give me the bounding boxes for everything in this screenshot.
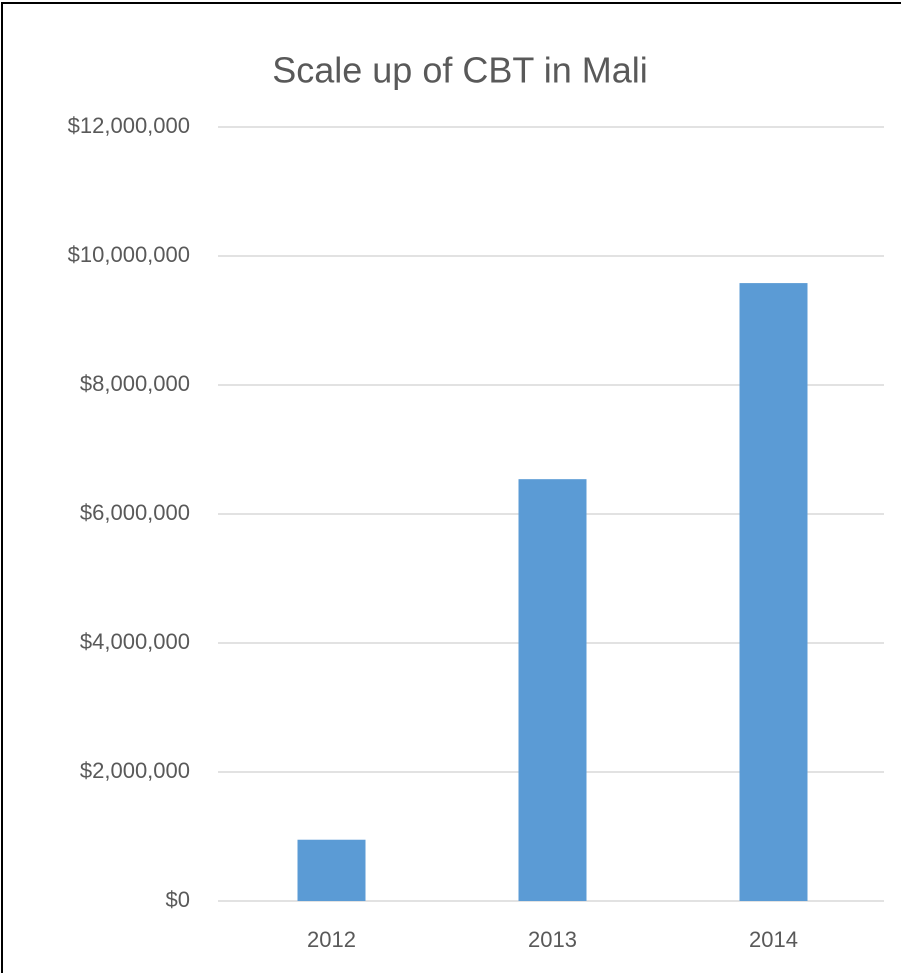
bar	[518, 479, 587, 901]
x-tick-label: 2013	[528, 927, 577, 952]
bar	[739, 283, 808, 902]
chart-title: Scale up of CBT in Mali	[272, 50, 648, 91]
y-tick-label: $6,000,000	[80, 500, 190, 525]
y-tick-label: $0	[166, 887, 190, 912]
y-tick-label: $2,000,000	[80, 758, 190, 783]
y-tick-label: $8,000,000	[80, 371, 190, 396]
x-tick-label: 2014	[749, 927, 798, 952]
y-tick-label: $4,000,000	[80, 629, 190, 654]
y-tick-label: $12,000,000	[68, 113, 190, 138]
y-tick-label: $10,000,000	[68, 242, 190, 267]
x-tick-label: 2012	[307, 927, 356, 952]
bar	[297, 839, 366, 901]
